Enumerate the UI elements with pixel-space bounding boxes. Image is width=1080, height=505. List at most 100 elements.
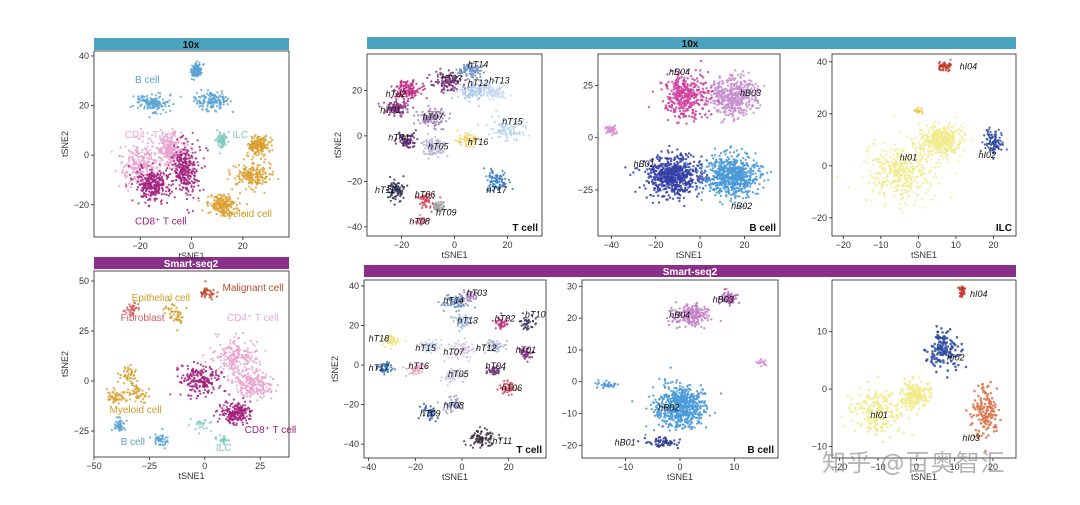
scatter-point [251,342,254,345]
scatter-point [513,138,516,141]
scatter-point [463,66,466,69]
scatter-point [428,194,431,197]
scatter-point [219,384,222,388]
scatter-point [436,147,439,150]
scatter-point [198,421,201,424]
scatter-point [268,173,271,176]
scatter-point [205,202,208,205]
scatter-point [226,416,229,419]
scatter-point [127,189,130,192]
scatter-point [466,137,469,140]
scatter-point [145,99,148,102]
scatter-point [144,184,147,187]
scatter-point [210,377,213,380]
scatter-point [159,434,162,437]
scatter-point [123,173,127,176]
scatter-point [194,157,197,160]
scatter-point [248,391,251,394]
x-tick-label: 0 [189,241,194,251]
scatter-point [197,381,200,384]
scatter-point [200,369,203,372]
scatter-point [472,137,475,140]
scatter-point [439,208,443,211]
scatter-point [157,156,160,159]
scatter-point [460,75,463,78]
scatter-point [522,125,525,128]
cluster-label: hT02 [386,89,407,99]
scatter-point [228,364,231,367]
scatter-point [432,145,435,148]
scatter-point [180,181,183,184]
scatter-point [209,211,212,214]
scatter-point [183,176,187,180]
scatter-point [256,176,259,179]
scatter-point [218,207,221,210]
scatter-point [134,135,137,138]
cluster-ht07 [412,104,452,131]
scatter-point [182,170,185,173]
scatter-point [129,380,132,383]
scatter-point [176,315,179,318]
scatter-point [224,210,227,213]
scatter-point [221,407,224,410]
scatter-point [129,314,132,317]
scatter-point [515,138,518,141]
scatter-point [241,417,244,420]
scatter-point [466,64,469,67]
scatter-point [407,97,410,100]
scatter-point [159,112,162,115]
scatter-point [107,395,110,398]
cluster-b-cell [110,416,169,450]
scatter-point [246,422,249,425]
scatter-point [402,97,406,100]
scatter-point [236,345,239,348]
scatter-point [137,95,140,98]
scatter-point [191,131,194,134]
cell-type-label: Malignant cell [223,283,284,294]
scatter-point [515,117,519,120]
scatter-point [212,103,215,106]
scatter-point [129,368,132,371]
scatter-point [488,89,491,92]
scatter-point [115,416,118,419]
scatter-point [175,187,178,190]
scatter-point [444,81,447,84]
scatter-point [269,375,272,378]
scatter-point [229,342,232,345]
scatter-point [432,196,435,200]
scatter-point [395,105,398,108]
scatter-point [259,392,262,395]
scatter-point [154,183,157,186]
scatter-point [397,185,400,188]
scatter-point [243,349,246,353]
scatter-point [202,421,205,424]
scatter-point [237,372,241,375]
scatter-point [246,354,249,357]
scatter-point [423,199,427,202]
scatter-point [128,393,131,396]
scatter-point [154,442,157,446]
scatter-point [201,105,205,108]
scatter-point [417,222,420,225]
scatter-point [137,164,140,167]
scatter-point [691,185,694,188]
scatter-point [143,163,146,166]
scatter-point [441,117,444,120]
scatter-point [453,88,456,91]
scatter-point [473,86,476,89]
scatter-point [224,439,227,442]
scatter-point [222,134,225,137]
scatter-point [406,108,409,111]
scatter-point [229,100,232,103]
scatter-point [407,146,410,149]
scatter-point [128,303,131,306]
scatter-point [259,174,262,178]
scatter-point [251,380,254,383]
scatter-point [512,127,515,130]
scatter-point [131,165,134,168]
scatter-point [420,217,423,220]
scatter-point [389,175,392,179]
scatter-point [455,68,458,71]
scatter-point [237,380,240,383]
scatter-point [161,137,164,140]
